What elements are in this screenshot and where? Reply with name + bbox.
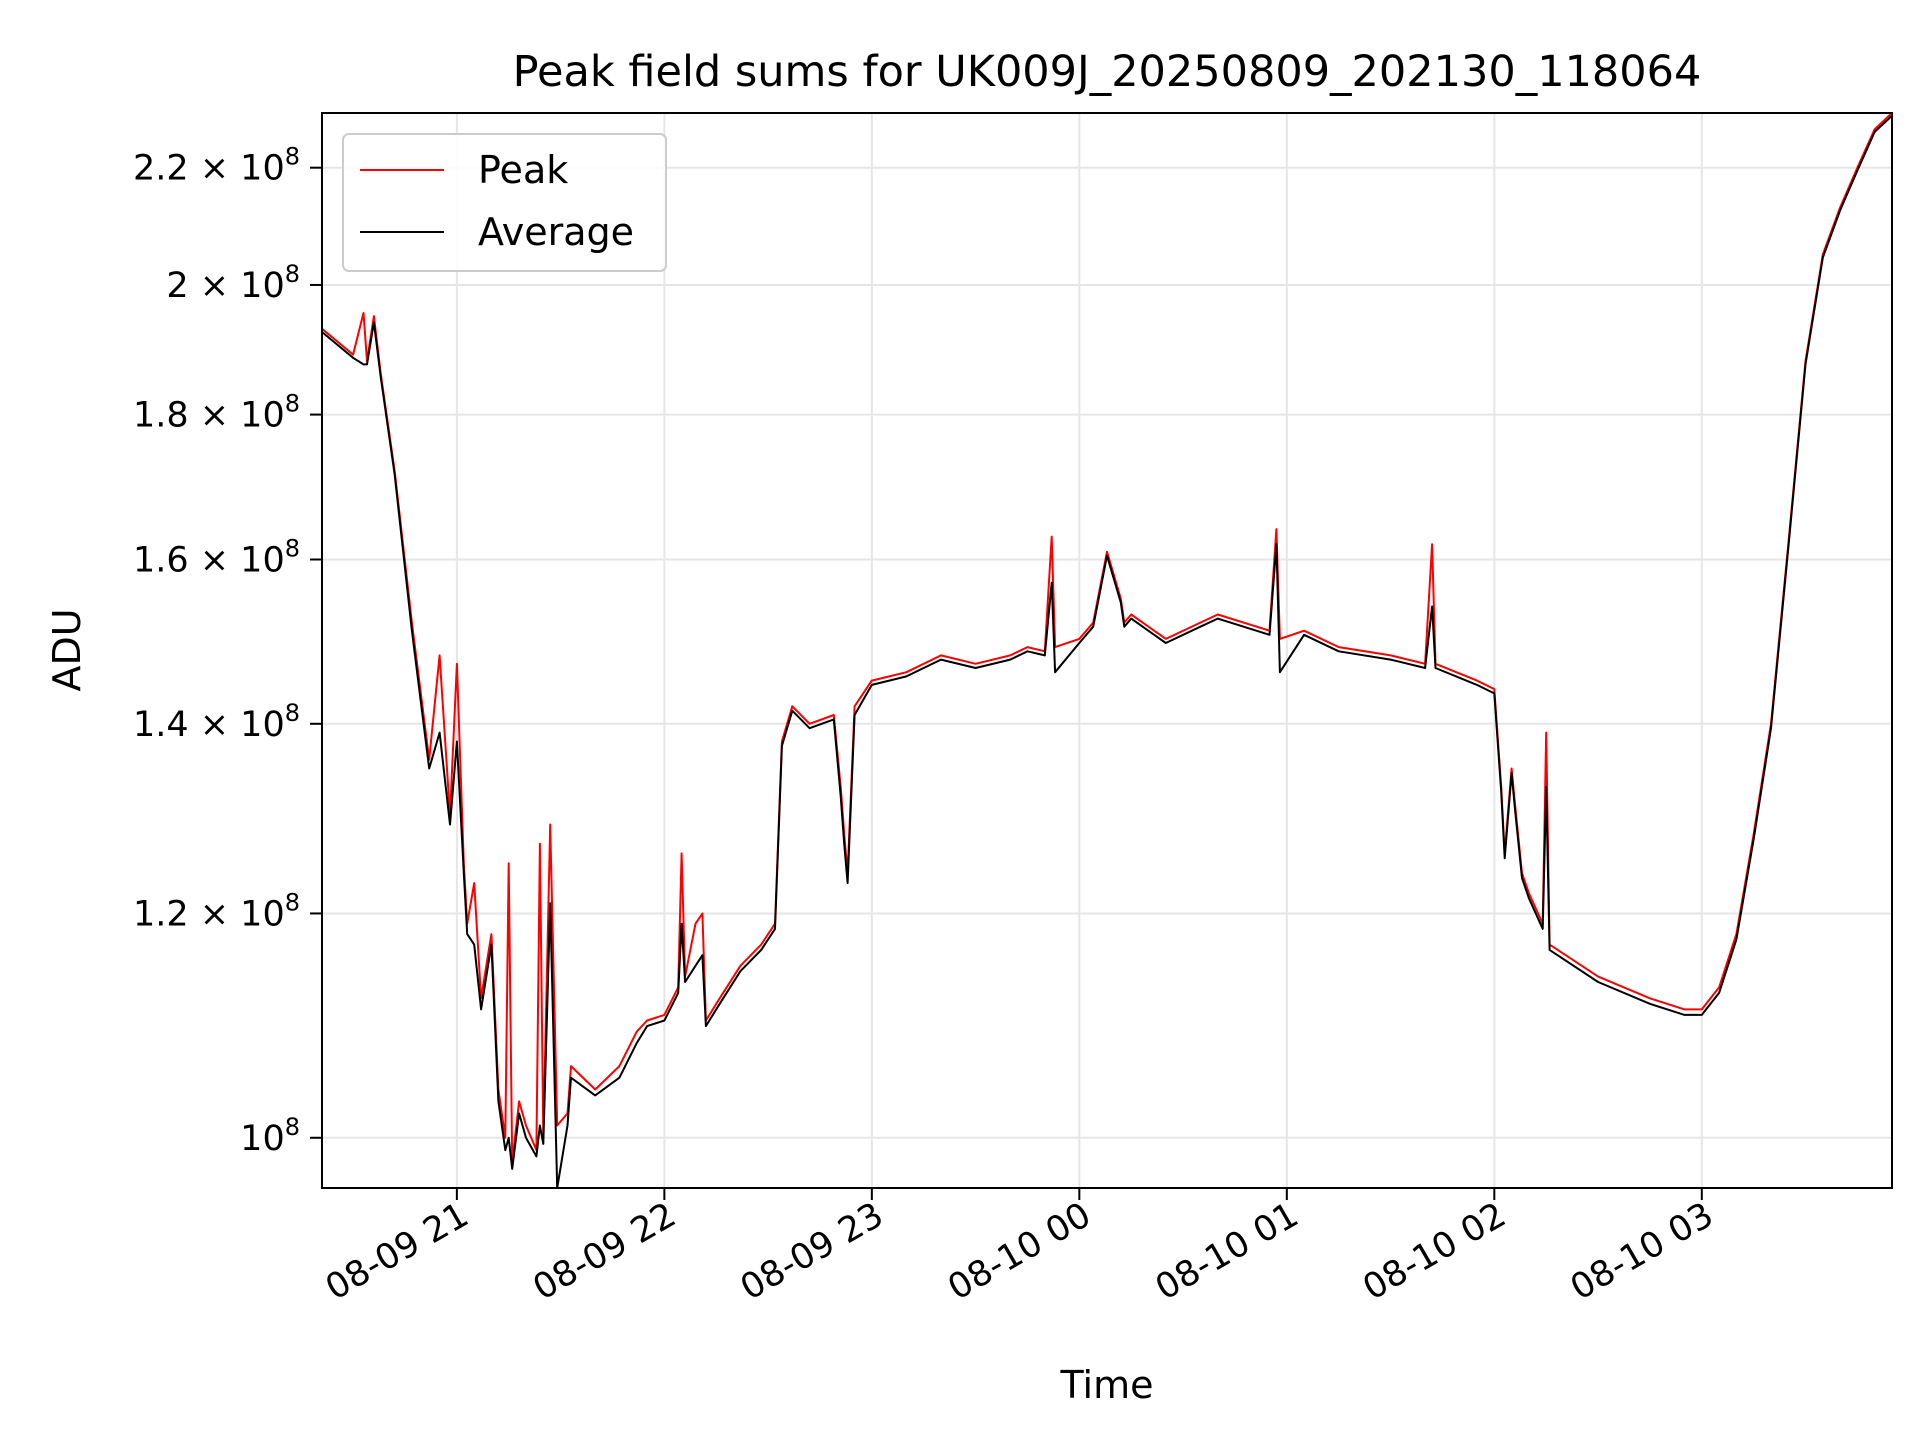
legend: Peak Average xyxy=(342,133,667,272)
legend-label-average: Average xyxy=(478,210,634,254)
x-axis-label: Time xyxy=(1060,1363,1154,1407)
legend-label-peak: Peak xyxy=(478,148,568,192)
series-line-average xyxy=(322,114,1892,1188)
y-tick-label: 2.2 × 108 xyxy=(133,143,300,189)
series-line-peak xyxy=(322,113,1892,1164)
plot-frame xyxy=(321,112,1893,1189)
y-tick-label: 1.2 × 108 xyxy=(133,888,300,934)
series-layer xyxy=(322,113,1892,1188)
y-axis-label: ADU xyxy=(45,608,89,691)
y-tick-label: 1.4 × 108 xyxy=(133,699,300,745)
y-tick-label: 1.8 × 108 xyxy=(133,390,300,436)
y-tick-label: 1.6 × 108 xyxy=(133,535,300,581)
chart-title: Peak field sums for UK009J_20250809_2021… xyxy=(513,47,1702,97)
legend-box xyxy=(342,133,667,272)
y-tick-label: 2 × 108 xyxy=(166,260,300,306)
